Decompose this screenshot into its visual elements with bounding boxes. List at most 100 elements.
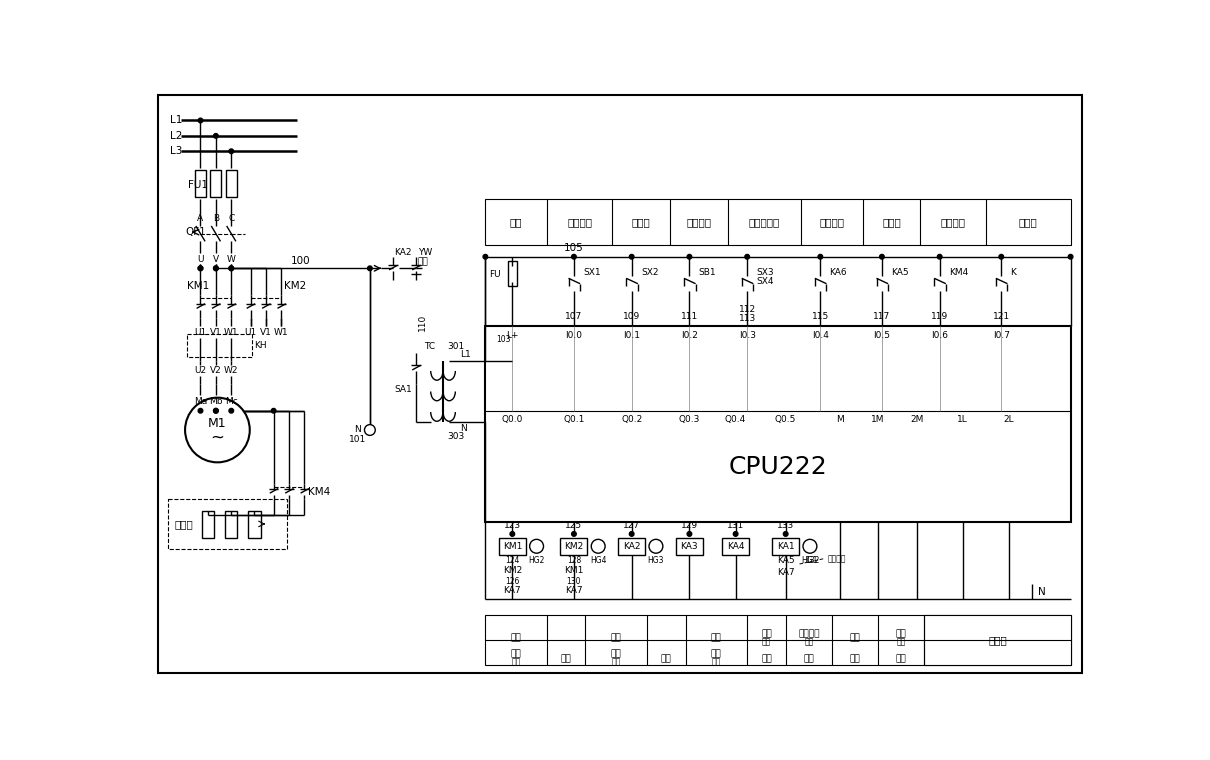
Circle shape xyxy=(198,266,203,271)
Text: 行程下限: 行程下限 xyxy=(567,217,592,227)
Circle shape xyxy=(687,255,692,259)
Text: Q0.2: Q0.2 xyxy=(621,416,643,425)
Text: B: B xyxy=(213,214,219,223)
Text: 液温高: 液温高 xyxy=(882,217,901,227)
Text: 水电阻: 水电阻 xyxy=(174,519,194,529)
Text: 指示: 指示 xyxy=(661,654,672,663)
Text: KM1: KM1 xyxy=(502,542,522,551)
Circle shape xyxy=(818,255,823,259)
Text: 101: 101 xyxy=(348,435,365,444)
Text: N: N xyxy=(1038,587,1045,597)
Text: ~: ~ xyxy=(211,429,224,447)
Text: K: K xyxy=(1010,268,1016,277)
Text: Q0.3: Q0.3 xyxy=(679,416,701,425)
Text: 123: 123 xyxy=(503,521,520,530)
Text: I0.4: I0.4 xyxy=(812,331,829,340)
Text: 点动线圈: 点动线圈 xyxy=(828,554,847,563)
Text: 131: 131 xyxy=(727,521,744,530)
Text: KM1: KM1 xyxy=(564,565,583,575)
Text: L2: L2 xyxy=(169,131,181,141)
Text: SX1: SX1 xyxy=(583,268,601,277)
Text: L+: L+ xyxy=(506,331,519,340)
Bar xyxy=(485,326,1071,522)
Text: KA6: KA6 xyxy=(830,268,847,277)
Text: 指示: 指示 xyxy=(761,654,772,663)
Text: 短接信号: 短接信号 xyxy=(940,217,966,227)
Bar xyxy=(722,538,749,555)
Circle shape xyxy=(198,408,203,413)
Text: 2L: 2L xyxy=(1003,416,1014,425)
Text: KA7: KA7 xyxy=(777,568,795,577)
Text: N: N xyxy=(460,424,467,433)
Text: SX4: SX4 xyxy=(756,277,774,286)
Circle shape xyxy=(198,118,203,123)
Text: 303: 303 xyxy=(446,432,465,441)
Bar xyxy=(211,169,221,198)
Text: M1: M1 xyxy=(208,417,226,430)
Bar xyxy=(924,615,1071,665)
Text: 133: 133 xyxy=(777,521,794,530)
Text: 电源: 电源 xyxy=(509,217,523,227)
Text: 126: 126 xyxy=(505,577,519,586)
Text: 1M: 1M xyxy=(871,416,885,425)
Text: 液位低: 液位低 xyxy=(1019,217,1038,227)
Circle shape xyxy=(509,532,514,537)
Text: 1L: 1L xyxy=(957,416,968,425)
Text: I0.7: I0.7 xyxy=(992,331,1010,340)
Text: Q0.1: Q0.1 xyxy=(563,416,584,425)
Circle shape xyxy=(803,540,817,553)
Text: I0.6: I0.6 xyxy=(932,331,949,340)
Text: KA1: KA1 xyxy=(777,542,795,551)
Circle shape xyxy=(185,397,249,462)
Text: L1: L1 xyxy=(460,350,471,359)
Text: V2: V2 xyxy=(211,366,221,375)
Text: KA3: KA3 xyxy=(680,542,698,551)
Circle shape xyxy=(213,408,218,413)
Text: 127: 127 xyxy=(623,521,640,530)
Circle shape xyxy=(229,266,234,271)
Text: TC: TC xyxy=(424,342,434,351)
Text: 起动: 起动 xyxy=(511,633,522,642)
Circle shape xyxy=(213,408,218,413)
Text: 故障复位: 故障复位 xyxy=(686,217,711,227)
Circle shape xyxy=(213,266,218,271)
Bar xyxy=(202,511,214,538)
Text: V1: V1 xyxy=(260,328,272,337)
Text: 允许起动: 允许起动 xyxy=(799,629,819,638)
Circle shape xyxy=(198,266,203,271)
Text: KA2: KA2 xyxy=(623,542,640,551)
Text: KM1: KM1 xyxy=(186,281,209,291)
Text: I0.1: I0.1 xyxy=(623,331,640,340)
Text: 129: 129 xyxy=(681,521,698,530)
Text: I0.3: I0.3 xyxy=(738,331,756,340)
Text: 109: 109 xyxy=(623,312,640,321)
Circle shape xyxy=(745,255,749,259)
Text: 130: 130 xyxy=(566,577,581,586)
Text: KA5: KA5 xyxy=(777,556,795,565)
Bar xyxy=(499,538,526,555)
Text: KM4: KM4 xyxy=(949,268,968,277)
Circle shape xyxy=(1068,255,1073,259)
Text: 行程上: 行程上 xyxy=(632,217,651,227)
Circle shape xyxy=(213,266,218,271)
Bar xyxy=(225,511,237,538)
Circle shape xyxy=(483,255,488,259)
Text: YW: YW xyxy=(417,249,432,258)
Text: L3: L3 xyxy=(169,146,181,157)
Circle shape xyxy=(783,532,788,537)
Text: 输出: 输出 xyxy=(849,654,860,663)
Text: M: M xyxy=(836,416,843,425)
Bar xyxy=(168,499,288,549)
Bar xyxy=(560,538,587,555)
Text: 107: 107 xyxy=(565,312,582,321)
Circle shape xyxy=(571,532,576,537)
Text: 极板: 极板 xyxy=(511,650,522,659)
Bar xyxy=(676,538,703,555)
Text: 输出: 输出 xyxy=(762,637,771,646)
Text: Q0.0: Q0.0 xyxy=(502,416,523,425)
Text: 105: 105 xyxy=(564,242,583,252)
Text: 125: 125 xyxy=(565,521,582,530)
Circle shape xyxy=(368,266,373,271)
Bar xyxy=(195,169,206,198)
Text: 公共端: 公共端 xyxy=(989,635,1007,644)
